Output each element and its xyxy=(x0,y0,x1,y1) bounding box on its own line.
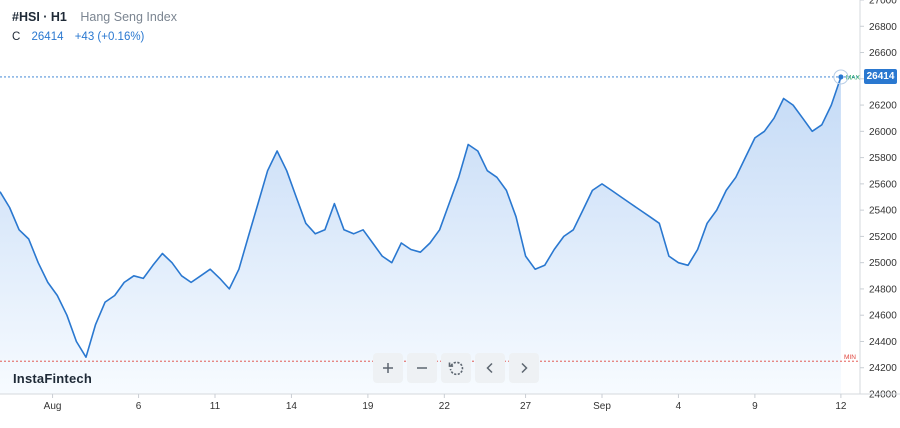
x-tick-label: 12 xyxy=(835,401,847,412)
chart-toolbar xyxy=(373,353,539,383)
x-tick-label: Aug xyxy=(44,401,62,412)
y-tick-label: 25000 xyxy=(869,258,897,269)
chevron-right-icon xyxy=(521,362,528,374)
x-tick-label: 6 xyxy=(136,401,142,412)
x-tick-label: 14 xyxy=(286,401,298,412)
y-tick-label: 27000 xyxy=(869,0,897,7)
y-tick-label: 24400 xyxy=(869,337,897,348)
y-tick-label: 24200 xyxy=(869,363,897,374)
reset-button[interactable] xyxy=(441,353,471,383)
minus-icon xyxy=(417,367,427,369)
y-tick-label: 25200 xyxy=(869,232,897,243)
x-tick-label: 27 xyxy=(520,401,532,412)
y-tick-label: 26000 xyxy=(869,127,897,138)
close-value: 26414 xyxy=(31,31,64,43)
price-area-fill xyxy=(0,77,841,394)
y-tick-label: 25600 xyxy=(869,179,897,190)
min-marker-label: MIN xyxy=(844,354,856,361)
x-tick-label: 4 xyxy=(676,401,682,412)
reset-icon xyxy=(448,361,464,376)
plus-icon xyxy=(383,363,393,373)
y-tick-label: 24600 xyxy=(869,311,897,322)
zoom-in-button[interactable] xyxy=(373,353,403,383)
y-tick-label: 26600 xyxy=(869,48,897,59)
y-tick-label: 25400 xyxy=(869,206,897,217)
scroll-right-button[interactable] xyxy=(509,353,539,383)
x-tick-label: 11 xyxy=(210,401,221,412)
y-tick-label: 24000 xyxy=(869,390,897,401)
instrument-name: Hang Seng Index xyxy=(80,10,177,24)
zoom-out-button[interactable] xyxy=(407,353,437,383)
price-line xyxy=(0,76,842,358)
last-price-ring xyxy=(833,69,849,85)
scroll-left-button[interactable] xyxy=(475,353,505,383)
price-change: +43 (+0.16%) xyxy=(74,31,145,43)
y-axis: 24000 24200 24400 24600 24800 25000 25200 25400… xyxy=(859,0,897,401)
y-tick-label: 25800 xyxy=(869,153,897,164)
y-tick-label: 26200 xyxy=(869,101,897,112)
x-tick-label: 9 xyxy=(752,401,758,412)
last-price-dot xyxy=(838,74,844,80)
x-tick-label: Sep xyxy=(593,401,611,412)
y-tick-label: 26800 xyxy=(869,22,897,33)
chart-header-title: #HSI · H1 Hang Seng Index xyxy=(12,10,177,24)
symbol-label: #HSI · H1 xyxy=(12,10,67,24)
chevron-left-icon xyxy=(486,362,493,374)
y-tick-label: 24800 xyxy=(869,284,897,295)
x-tick-label: 19 xyxy=(362,401,374,412)
brand-logo: InstaFintech xyxy=(13,371,92,386)
close-label: C xyxy=(12,31,21,43)
current-price-tag: 26414 xyxy=(864,69,897,85)
x-tick-label: 22 xyxy=(439,401,451,412)
max-marker-label: MAX xyxy=(846,74,861,81)
chart-header-quote: C 26414 +43 (+0.16%) xyxy=(12,31,144,43)
